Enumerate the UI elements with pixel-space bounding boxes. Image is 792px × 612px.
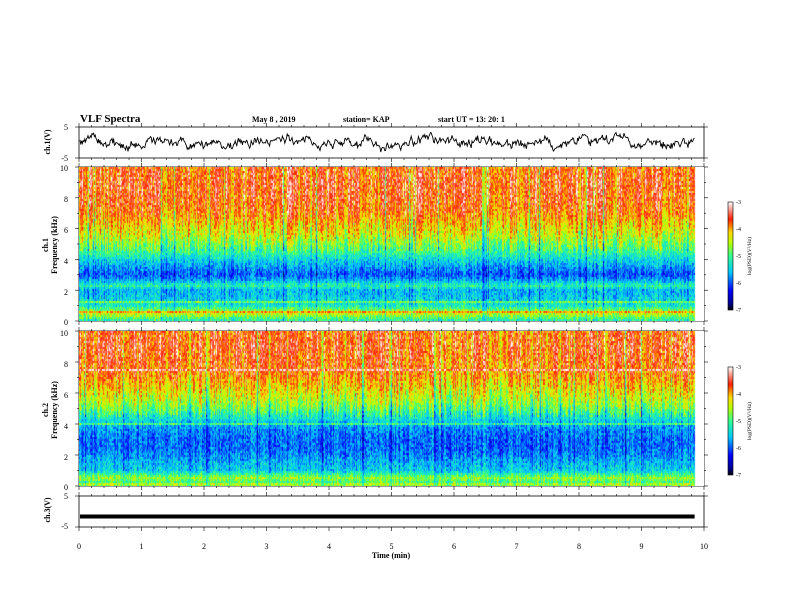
ch2-cbar-tick-m7: -7 xyxy=(736,473,741,479)
ch3-wave-ylabel: ch.3(V) xyxy=(43,497,52,522)
xtick-0: 0 xyxy=(77,542,81,551)
ch2-spec-yaxis: 0 2 4 6 8 10 ch.2 Frequency (kHz) xyxy=(41,329,68,492)
ch1-spec-ylabel-freq: Frequency (kHz) xyxy=(50,216,59,274)
ch2-ytick-10: 10 xyxy=(60,329,68,338)
ch2-cbar-tick-m6: -6 xyxy=(736,446,741,452)
ch1-wave-ylabel: ch.1(V) xyxy=(43,129,52,154)
ch3-ytick-bottom: -5 xyxy=(61,522,68,531)
time-xlabel: Time (min) xyxy=(372,551,411,560)
ch3-wave-yaxis: 5 -5 ch.3(V) xyxy=(43,492,68,531)
ch1-ytick-8: 8 xyxy=(64,195,68,204)
xtick-7: 7 xyxy=(515,542,519,551)
xtick-6: 6 xyxy=(452,542,456,551)
time-xaxis: 0 1 2 3 4 5 6 7 8 9 10 Time (min) xyxy=(77,542,708,560)
ch1-colorbar-gradient xyxy=(727,201,734,311)
ch1-wave-yaxis: 5 -5 ch.1(V) xyxy=(43,123,68,163)
ch1-waveform-line xyxy=(79,131,695,153)
ch2-cbar-tick-m3: -3 xyxy=(736,365,741,371)
ch2-cbar-label: log(PSD)(V²/Hz) xyxy=(746,402,753,440)
ch1-cbar-tick-m7: -7 xyxy=(736,308,741,314)
ch2-ytick-0: 0 xyxy=(64,483,68,492)
ch1-spec-ylabel-channel: ch.1 xyxy=(41,238,50,252)
ch2-spectrogram-plot xyxy=(79,331,704,486)
ch2-ytick-8: 8 xyxy=(64,360,68,369)
ch2-cbar-tick-m5: -5 xyxy=(736,419,741,425)
ch1-spectrogram-plot xyxy=(79,167,704,321)
ch2-colorbar: -3 -4 -5 -6 -7 log(PSD)(V²/Hz) xyxy=(727,365,753,479)
ch2-ytick-6: 6 xyxy=(64,391,68,400)
ch3-ytick-top: 5 xyxy=(64,492,68,501)
date-label: May 8 , 2019 xyxy=(252,115,296,124)
ch2-colorbar-gradient xyxy=(727,366,734,476)
xtick-4: 4 xyxy=(327,542,331,551)
station-label: station= KAP xyxy=(343,115,390,124)
ch1-waveform-plot xyxy=(79,131,695,153)
ch2-spectrogram-image xyxy=(79,331,704,486)
xtick-3: 3 xyxy=(265,542,269,551)
figure-title: VLF Spectra xyxy=(80,113,141,125)
ch1-spectrogram-image xyxy=(79,167,704,321)
ch1-ytick-10: 10 xyxy=(60,164,68,173)
xtick-2: 2 xyxy=(202,542,206,551)
ch2-cbar-tick-m4: -4 xyxy=(736,392,741,398)
ch1-ytick-0: 0 xyxy=(64,318,68,327)
ch1-cbar-label: log(PSD)(V²/Hz) xyxy=(746,237,753,275)
xtick-9: 9 xyxy=(640,542,644,551)
ch1-cbar-tick-m3: -3 xyxy=(736,200,741,206)
xtick-5: 5 xyxy=(390,542,394,551)
ch2-spec-ylabel-freq: Frequency (kHz) xyxy=(50,381,59,439)
ch1-ytick-top: 5 xyxy=(64,123,68,132)
ch2-spec-ylabel-channel: ch.2 xyxy=(41,403,50,417)
panel-frame-w1 xyxy=(78,126,705,159)
ch1-spec-yaxis: 0 2 4 6 8 10 ch.1 Frequency (kHz) xyxy=(41,164,68,327)
ch1-ytick-6: 6 xyxy=(64,226,68,235)
ch1-ytick-4: 4 xyxy=(64,257,68,266)
ch1-colorbar: -3 -4 -5 -6 -7 log(PSD)(V²/Hz) xyxy=(727,200,753,314)
ch2-ytick-2: 2 xyxy=(64,453,68,462)
ch1-cbar-tick-m5: -5 xyxy=(736,254,741,260)
axis-ticks xyxy=(75,123,708,531)
xtick-1: 1 xyxy=(140,542,144,551)
xtick-8: 8 xyxy=(577,542,581,551)
ch1-cbar-tick-m6: -6 xyxy=(736,281,741,287)
ch1-cbar-tick-m4: -4 xyxy=(736,227,741,233)
xtick-10: 10 xyxy=(700,542,708,551)
ch1-ytick-bottom: -5 xyxy=(61,154,68,163)
ch1-ytick-2: 2 xyxy=(64,288,68,297)
panel-frame-w3 xyxy=(78,495,705,528)
ch2-ytick-4: 4 xyxy=(64,422,68,431)
start-ut-label: start UT = 13: 20: 1 xyxy=(438,115,505,124)
